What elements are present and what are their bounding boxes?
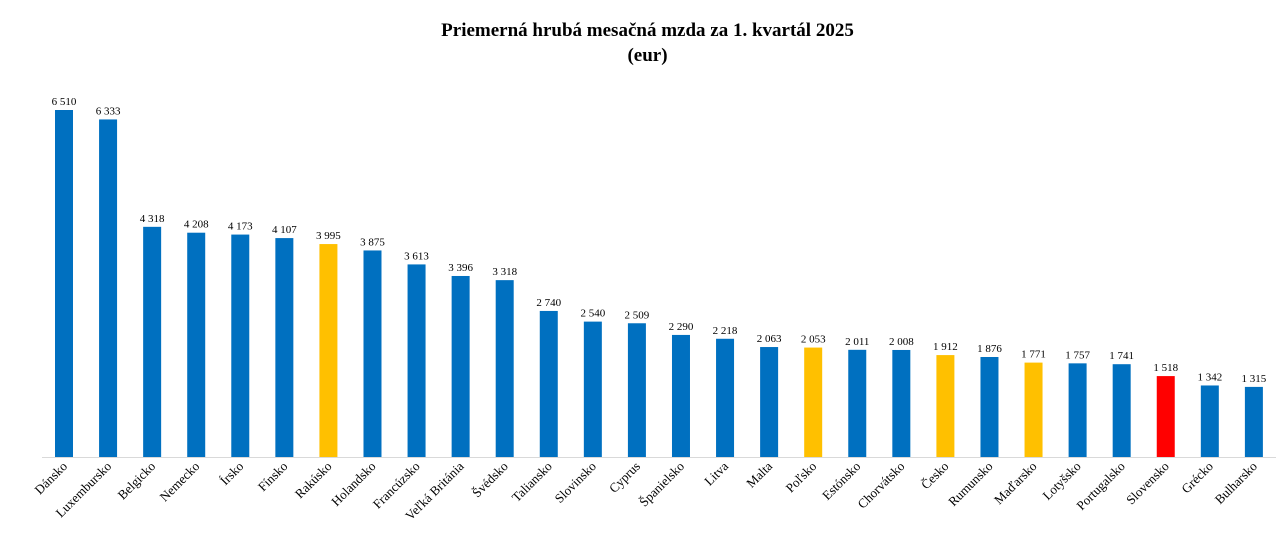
data-label-1: 6 333	[96, 105, 121, 117]
x-tick-label-14: Španielsko	[636, 459, 687, 510]
data-label-24: 1 741	[1109, 350, 1134, 362]
x-tick-label-12: Slovinsko	[552, 459, 599, 506]
bar-11	[539, 310, 558, 457]
data-label-23: 1 757	[1065, 349, 1090, 361]
x-tick-label-22: Maďarsko	[991, 459, 1040, 508]
x-tick-label-17: Poľsko	[782, 459, 819, 496]
data-label-9: 3 396	[448, 262, 473, 274]
bar-3	[187, 232, 206, 457]
bar-20	[936, 355, 955, 457]
bar-25	[1156, 376, 1175, 457]
bar-24	[1112, 364, 1131, 457]
bar-15	[716, 338, 735, 457]
chart-subtitle: (eur)	[627, 45, 668, 66]
data-label-27: 1 315	[1242, 373, 1267, 385]
data-label-15: 2 218	[713, 325, 738, 337]
data-label-5: 4 107	[272, 224, 297, 236]
x-tick-label-5: Fínsko	[255, 459, 291, 495]
x-tick-label-23: Lotyšsko	[1039, 459, 1083, 503]
bar-16	[760, 347, 779, 457]
x-tick-label-21: Rumunsko	[945, 459, 995, 509]
data-label-8: 3 613	[404, 250, 429, 262]
x-tick-label-13: Cyprus	[606, 459, 643, 496]
data-label-2: 4 318	[140, 213, 165, 225]
data-label-4: 4 173	[228, 221, 253, 233]
data-label-14: 2 290	[669, 321, 694, 333]
data-label-13: 2 509	[625, 309, 650, 321]
bar-8	[407, 264, 426, 457]
data-label-22: 1 771	[1021, 349, 1046, 361]
bar-23	[1068, 363, 1087, 457]
data-label-20: 1 912	[933, 341, 958, 353]
x-tick-label-24: Portugalsko	[1073, 459, 1128, 514]
x-tick-label-2: Belgicko	[114, 459, 158, 503]
bar-7	[363, 250, 382, 457]
bar-19	[892, 349, 911, 457]
data-label-0: 6 510	[52, 96, 77, 108]
bar-21	[980, 357, 999, 457]
data-label-26: 1 342	[1197, 371, 1222, 383]
bar-10	[495, 280, 514, 457]
bar-1	[99, 119, 118, 457]
x-tick-label-27: Bulharsko	[1212, 459, 1260, 507]
bar-18	[848, 349, 867, 457]
data-label-6: 3 995	[316, 230, 341, 242]
x-tick-label-19: Chorvátsko	[854, 459, 907, 512]
bar-14	[671, 334, 690, 457]
bar-27	[1244, 386, 1263, 457]
bar-9	[451, 275, 470, 457]
data-label-18: 2 011	[845, 336, 869, 348]
bar-26	[1200, 385, 1219, 457]
bar-6	[319, 244, 338, 457]
x-tick-label-18: Estónsko	[819, 459, 863, 503]
bar-5	[275, 238, 294, 457]
bar-22	[1024, 362, 1043, 457]
chart-title-main: Priemerná hrubá mesačná mzda za 1. kvart…	[441, 20, 854, 41]
bar-4	[231, 234, 250, 457]
x-tick-label-20: Česko	[918, 459, 952, 493]
data-label-3: 4 208	[184, 219, 209, 231]
bar-0	[55, 110, 73, 457]
bar-13	[627, 323, 646, 457]
bar-2	[143, 226, 162, 457]
x-tick-label-3: Nemecko	[157, 459, 203, 505]
data-label-16: 2 063	[757, 333, 782, 345]
data-label-10: 3 318	[492, 266, 517, 278]
data-label-19: 2 008	[889, 336, 914, 348]
chart-title: Priemerná hrubá mesačná mzda za 1. kvart…	[0, 18, 1287, 68]
data-label-12: 2 540	[580, 308, 605, 320]
x-tick-label-11: Taliansko	[509, 459, 555, 505]
x-tick-label-16: Malta	[743, 458, 775, 490]
data-label-11: 2 740	[536, 297, 561, 309]
bar-17	[804, 347, 823, 457]
x-tick-label-0: Dánsko	[31, 459, 70, 498]
x-tick-label-25: Slovensko	[1123, 459, 1172, 508]
data-label-7: 3 875	[360, 236, 385, 248]
data-label-17: 2 053	[801, 334, 826, 346]
x-tick-label-6: Rakúsko	[292, 459, 335, 502]
x-tick-label-4: Írsko	[217, 459, 246, 488]
data-label-25: 1 518	[1153, 362, 1178, 374]
x-tick-label-26: Grécko	[1178, 459, 1216, 497]
x-tick-label-10: Švédsko	[469, 459, 511, 501]
bar-12	[583, 321, 602, 457]
data-label-21: 1 876	[977, 343, 1002, 355]
x-tick-label-15: Litva	[701, 458, 731, 488]
